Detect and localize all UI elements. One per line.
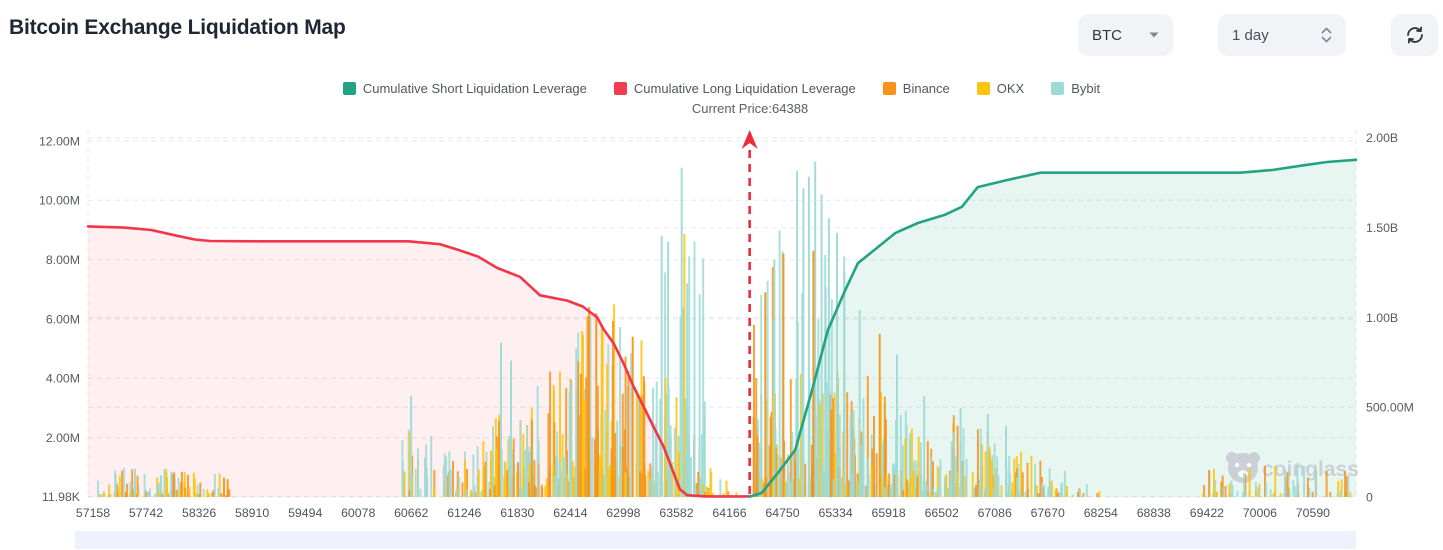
- page-title: Bitcoin Exchange Liquidation Map: [9, 16, 346, 39]
- svg-text:69422: 69422: [1190, 506, 1224, 520]
- svg-text:64166: 64166: [712, 506, 746, 520]
- legend-swatch-long: [613, 82, 627, 95]
- legend-label-short: Cumulative Short Liquidation Leverage: [362, 81, 587, 96]
- svg-text:70590: 70590: [1296, 506, 1330, 520]
- interval-select[interactable]: 1 day: [1218, 14, 1346, 56]
- coinglass-watermark: coinglass: [1226, 452, 1359, 483]
- svg-text:60078: 60078: [341, 506, 375, 520]
- svg-text:10.00M: 10.00M: [39, 194, 80, 208]
- svg-text:11.98K: 11.98K: [42, 490, 81, 504]
- svg-text:60662: 60662: [394, 506, 428, 520]
- svg-text:1.50B: 1.50B: [1366, 221, 1398, 235]
- liquidation-bars: [97, 161, 1352, 498]
- chart-legend: Cumulative Short Liquidation Leverage Cu…: [0, 81, 1443, 96]
- panel-header: Bitcoin Exchange Liquidation Map BTC 1 d…: [0, 0, 1443, 70]
- legend-swatch-okx: [976, 82, 990, 95]
- cumulative-areas: [88, 159, 1356, 498]
- svg-text:62998: 62998: [606, 506, 640, 520]
- current-price-label: Current Price:64388: [691, 101, 809, 116]
- svg-text:67086: 67086: [978, 506, 1012, 520]
- interval-select-value: 1 day: [1232, 26, 1269, 44]
- svg-text:65334: 65334: [818, 506, 852, 520]
- header-controls: BTC 1 day: [1078, 14, 1438, 56]
- coin-select[interactable]: BTC: [1078, 14, 1173, 56]
- svg-text:57158: 57158: [76, 506, 110, 520]
- legend-swatch-short: [342, 82, 356, 95]
- legend-label-okx: OKX: [996, 81, 1025, 96]
- legend-item-cumulative-short[interactable]: Cumulative Short Liquidation Leverage: [342, 81, 587, 96]
- svg-text:1.00B: 1.00B: [1366, 311, 1398, 325]
- svg-text:2.00M: 2.00M: [46, 431, 80, 445]
- svg-text:61830: 61830: [500, 506, 534, 520]
- svg-text:62414: 62414: [553, 506, 587, 520]
- svg-text:0: 0: [1366, 490, 1373, 504]
- svg-text:61246: 61246: [447, 506, 481, 520]
- refresh-icon: [1406, 26, 1423, 44]
- svg-text:64750: 64750: [765, 506, 799, 520]
- svg-text:59494: 59494: [288, 506, 322, 520]
- cumulative-lines: [86, 158, 1358, 498]
- axis-labels: 11.98K 2.00M 4.00M 6.00M 8.00M 10.00M 12.00M 0 5…: [39, 131, 1414, 520]
- legend-label-binance: Binance: [902, 81, 950, 96]
- svg-text:67670: 67670: [1031, 506, 1065, 520]
- stepper-arrows-icon: [1321, 27, 1332, 43]
- svg-text:500.00M: 500.00M: [1366, 401, 1414, 415]
- svg-text:68254: 68254: [1084, 506, 1118, 520]
- legend-label-long: Cumulative Long Liquidation Leverage: [633, 81, 856, 96]
- svg-text:6.00M: 6.00M: [46, 312, 80, 326]
- liquidation-chart[interactable]: coinglass 11.98K 2.00M 4.00M 6.00M 8.00M 10.00…: [0, 0, 1443, 530]
- legend-label-bybit: Bybit: [1071, 81, 1101, 96]
- legend-swatch-binance: [882, 82, 896, 95]
- svg-text:70006: 70006: [1243, 506, 1277, 520]
- svg-text:63582: 63582: [659, 506, 693, 520]
- legend-item-okx[interactable]: OKX: [976, 81, 1025, 96]
- refresh-button[interactable]: [1391, 14, 1438, 56]
- svg-text:68838: 68838: [1137, 506, 1171, 520]
- svg-text:57742: 57742: [129, 506, 163, 520]
- svg-text:12.00M: 12.00M: [39, 134, 80, 148]
- svg-text:4.00M: 4.00M: [46, 372, 80, 386]
- legend-swatch-bybit: [1051, 82, 1065, 95]
- svg-text:65918: 65918: [871, 506, 905, 520]
- legend-item-binance[interactable]: Binance: [882, 81, 950, 96]
- current-price-line: [741, 130, 758, 497]
- svg-text:8.00M: 8.00M: [46, 253, 80, 267]
- svg-text:58910: 58910: [235, 506, 269, 520]
- svg-text:coinglass: coinglass: [1262, 458, 1359, 481]
- svg-text:66502: 66502: [925, 506, 959, 520]
- chart-scrollbar[interactable]: [75, 531, 1356, 549]
- svg-text:2.00B: 2.00B: [1366, 131, 1398, 145]
- legend-item-bybit[interactable]: Bybit: [1051, 81, 1100, 96]
- legend-item-cumulative-long[interactable]: Cumulative Long Liquidation Leverage: [613, 81, 856, 96]
- chevron-down-icon: [1149, 32, 1159, 38]
- gridlines: [87, 130, 1357, 498]
- coin-select-value: BTC: [1092, 26, 1122, 44]
- svg-text:58326: 58326: [182, 506, 216, 520]
